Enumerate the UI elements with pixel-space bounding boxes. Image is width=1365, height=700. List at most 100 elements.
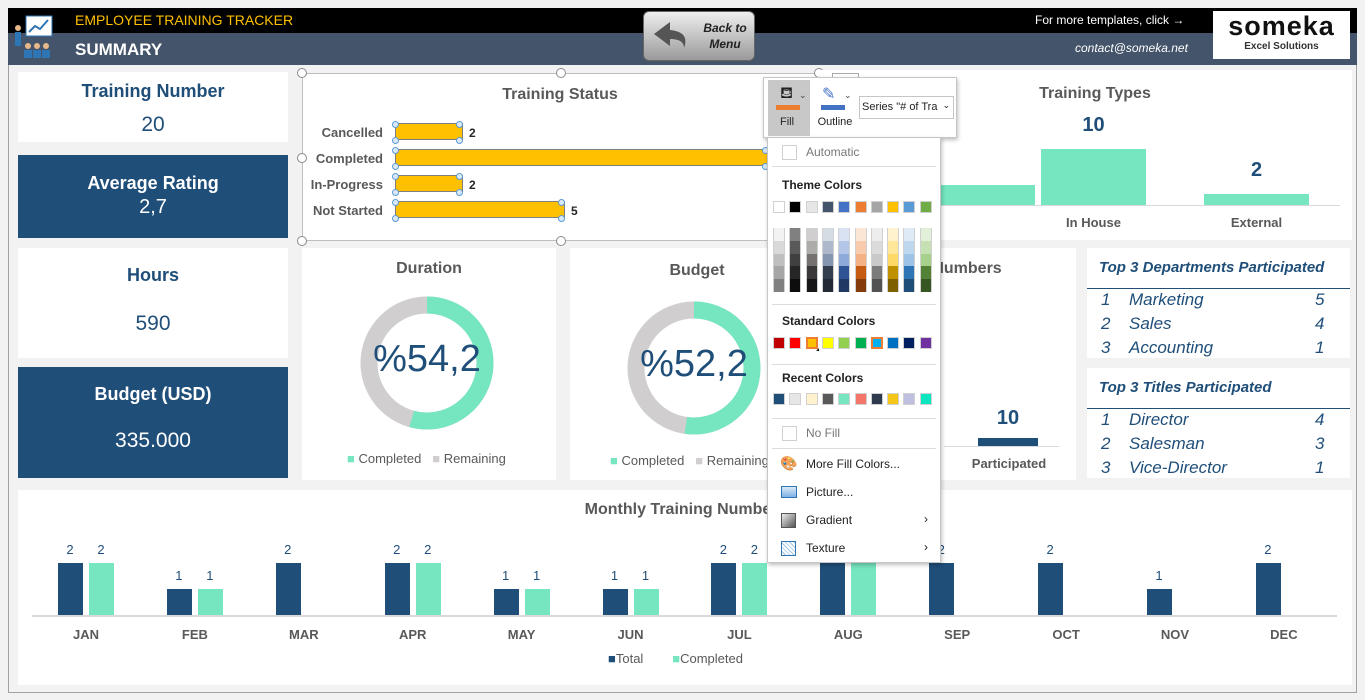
selection-handle[interactable] — [392, 137, 399, 144]
theme-shade-swatch[interactable] — [854, 240, 867, 254]
bar-in-progress[interactable] — [395, 175, 463, 192]
selection-handle[interactable] — [392, 199, 399, 206]
theme-shade-swatch[interactable] — [821, 228, 834, 241]
theme-shade-swatch[interactable] — [887, 266, 900, 280]
someka-logo[interactable]: someka Excel Solutions — [1213, 11, 1350, 59]
menu-item-no-fill[interactable]: No Fill — [768, 421, 940, 445]
standard-color-swatch[interactable] — [789, 337, 802, 349]
theme-shade-swatch[interactable] — [821, 240, 834, 254]
training-status-chart[interactable]: Training Status Cancelled 2 Completed In-Pr… — [297, 68, 824, 246]
theme-shade-swatch[interactable] — [805, 279, 818, 293]
theme-color-swatch[interactable] — [773, 201, 785, 213]
standard-color-swatch[interactable] — [887, 337, 900, 349]
theme-shade-swatch[interactable] — [773, 240, 785, 254]
theme-shade-swatch[interactable] — [870, 253, 883, 267]
selection-handle[interactable] — [392, 121, 399, 128]
menu-item-texture[interactable]: Texture › — [768, 536, 940, 560]
standard-color-swatch[interactable] — [773, 337, 785, 349]
selection-handle[interactable] — [392, 173, 399, 180]
theme-shade-swatch[interactable] — [903, 266, 916, 280]
theme-shade-swatch[interactable] — [854, 228, 867, 241]
theme-shade-swatch[interactable] — [854, 253, 867, 267]
theme-shade-swatch[interactable] — [821, 266, 834, 280]
selection-handle[interactable] — [456, 173, 463, 180]
selection-handle[interactable] — [392, 147, 399, 154]
outline-button[interactable]: ✎ ⌄ Outline — [812, 80, 858, 136]
theme-shade-swatch[interactable] — [821, 279, 834, 293]
standard-color-swatch[interactable] — [838, 337, 851, 349]
resize-handle[interactable] — [297, 153, 307, 163]
resize-handle[interactable] — [556, 236, 566, 246]
theme-color-swatch[interactable] — [838, 201, 851, 213]
bar-completed[interactable] — [395, 149, 769, 166]
theme-shade-swatch[interactable] — [789, 240, 802, 254]
recent-color-swatch[interactable] — [854, 393, 867, 405]
theme-shade-swatch[interactable] — [805, 240, 818, 254]
standard-color-swatch[interactable] — [854, 337, 867, 349]
menu-item-more-fill-colors[interactable]: 🎨 More Fill Colors... — [768, 452, 940, 476]
recent-color-swatch[interactable] — [870, 393, 883, 405]
theme-shade-swatch[interactable] — [887, 228, 900, 241]
bar-cancelled[interactable] — [395, 123, 463, 140]
theme-shade-swatch[interactable] — [805, 228, 818, 241]
theme-shade-swatch[interactable] — [789, 253, 802, 267]
standard-color-swatch[interactable] — [903, 337, 916, 349]
theme-shade-swatch[interactable] — [887, 240, 900, 254]
selection-handle[interactable] — [558, 215, 565, 222]
theme-color-swatch[interactable] — [919, 201, 932, 213]
recent-color-swatch[interactable] — [887, 393, 900, 405]
selection-handle[interactable] — [558, 199, 565, 206]
standard-color-swatch[interactable] — [805, 337, 818, 349]
recent-color-swatch[interactable] — [821, 393, 834, 405]
theme-shade-swatch[interactable] — [919, 266, 932, 280]
more-templates-link[interactable]: For more templates, click → — [1035, 13, 1185, 27]
fill-button[interactable]: ⛾ ⌄ Fill — [768, 80, 810, 136]
theme-shade-swatch[interactable] — [821, 253, 834, 267]
theme-shade-swatch[interactable] — [773, 266, 785, 280]
theme-shade-swatch[interactable] — [854, 266, 867, 280]
theme-color-swatch[interactable] — [789, 201, 802, 213]
theme-shade-swatch[interactable] — [919, 279, 932, 293]
theme-shade-swatch[interactable] — [919, 228, 932, 241]
resize-handle[interactable] — [297, 68, 307, 78]
back-to-menu-button[interactable]: Back to Menu — [643, 11, 755, 61]
theme-shade-swatch[interactable] — [870, 279, 883, 293]
theme-shade-swatch[interactable] — [887, 279, 900, 293]
theme-color-swatch[interactable] — [887, 201, 900, 213]
recent-color-swatch[interactable] — [805, 393, 818, 405]
bar-not started[interactable] — [395, 201, 565, 218]
theme-shade-swatch[interactable] — [838, 279, 851, 293]
theme-color-swatch[interactable] — [870, 201, 883, 213]
theme-color-swatch[interactable] — [821, 201, 834, 213]
standard-color-swatch[interactable] — [821, 337, 834, 349]
menu-item-automatic[interactable]: Automatic — [768, 140, 940, 164]
series-select[interactable]: Series "# of Tra ⌄ — [859, 96, 954, 119]
theme-shade-swatch[interactable] — [919, 253, 932, 267]
recent-color-swatch[interactable] — [903, 393, 916, 405]
resize-handle[interactable] — [556, 68, 566, 78]
theme-shade-swatch[interactable] — [773, 279, 785, 293]
standard-color-swatch[interactable] — [870, 337, 883, 349]
menu-item-gradient[interactable]: Gradient › — [768, 508, 940, 532]
theme-shade-swatch[interactable] — [919, 240, 932, 254]
theme-shade-swatch[interactable] — [838, 253, 851, 267]
theme-color-swatch[interactable] — [903, 201, 916, 213]
theme-shade-swatch[interactable] — [903, 240, 916, 254]
recent-color-swatch[interactable] — [773, 393, 785, 405]
theme-shade-swatch[interactable] — [789, 228, 802, 241]
theme-shade-swatch[interactable] — [773, 228, 785, 241]
theme-shade-swatch[interactable] — [854, 279, 867, 293]
theme-color-swatch[interactable] — [805, 201, 818, 213]
standard-color-swatch[interactable] — [919, 337, 932, 349]
theme-shade-swatch[interactable] — [870, 228, 883, 241]
theme-shade-swatch[interactable] — [773, 253, 785, 267]
theme-shade-swatch[interactable] — [887, 253, 900, 267]
theme-shade-swatch[interactable] — [903, 228, 916, 241]
resize-handle[interactable] — [297, 236, 307, 246]
theme-shade-swatch[interactable] — [838, 266, 851, 280]
contact-email[interactable]: contact@someka.net — [1075, 41, 1188, 55]
recent-color-swatch[interactable] — [838, 393, 851, 405]
theme-shade-swatch[interactable] — [789, 279, 802, 293]
theme-shade-swatch[interactable] — [838, 240, 851, 254]
theme-shade-swatch[interactable] — [838, 228, 851, 241]
